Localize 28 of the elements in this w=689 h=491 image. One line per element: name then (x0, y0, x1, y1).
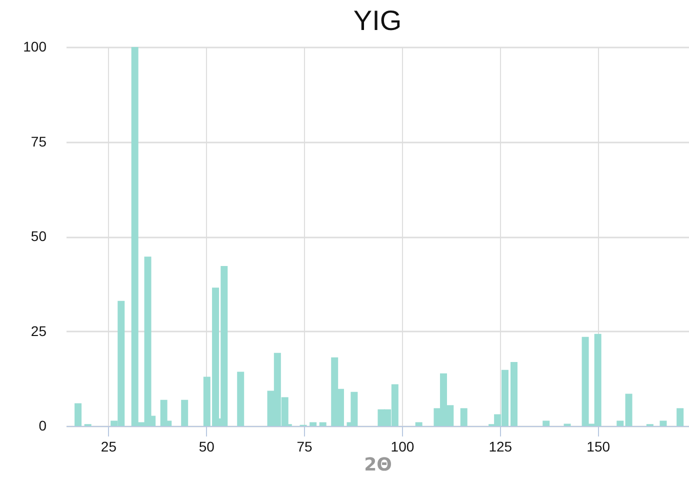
bar (676, 408, 684, 426)
y-tick-label: 75 (30, 133, 47, 150)
bar (319, 422, 326, 426)
bar (616, 420, 624, 426)
x-tick-label: 100 (390, 438, 414, 454)
bar (74, 403, 82, 426)
x-axis-title: 2Θ (364, 454, 392, 476)
x-tick-label: 125 (488, 438, 512, 454)
bar (625, 394, 632, 426)
bar (660, 420, 667, 426)
bar (181, 400, 188, 426)
chart-title: YIG (353, 5, 402, 36)
x-tick-label: 150 (586, 438, 610, 454)
bar (160, 400, 168, 426)
bar (460, 408, 468, 426)
x-tick-label: 50 (198, 438, 215, 454)
x-tick-label: 25 (100, 438, 117, 454)
bar (542, 420, 550, 426)
bar (310, 422, 317, 426)
y-tick-label: 50 (30, 228, 47, 244)
x-tick-label: 75 (296, 438, 313, 454)
y-tick-label: 100 (23, 38, 47, 54)
bar (510, 362, 518, 426)
y-tick-label: 25 (30, 322, 47, 339)
bar (237, 372, 244, 426)
bar (350, 392, 358, 426)
y-tick-label: 0 (38, 418, 47, 434)
bar (415, 422, 422, 426)
